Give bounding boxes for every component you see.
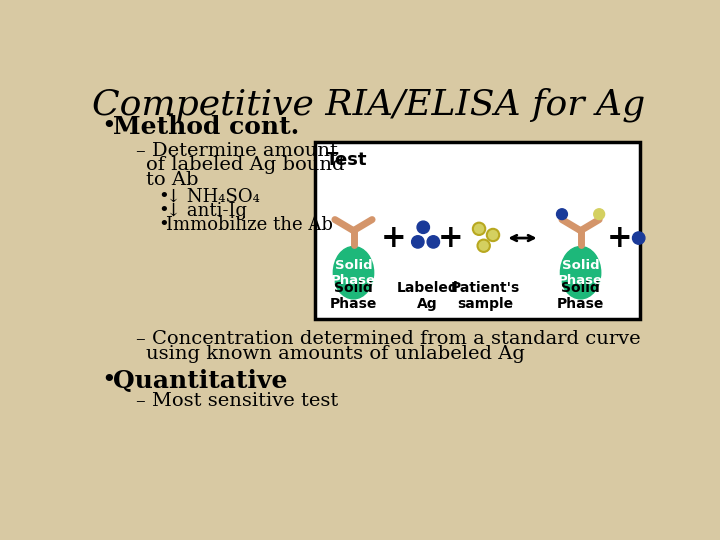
Text: of labeled Ag bound: of labeled Ag bound <box>145 157 344 174</box>
Circle shape <box>412 236 424 248</box>
Circle shape <box>487 229 499 241</box>
Text: Test: Test <box>325 151 367 169</box>
Text: Competitive RIA/ELISA for Ag: Competitive RIA/ELISA for Ag <box>92 88 646 123</box>
Text: Quantitative: Quantitative <box>113 369 288 393</box>
Text: ↓ NH₄SO₄: ↓ NH₄SO₄ <box>166 188 260 206</box>
Text: +: + <box>381 222 407 254</box>
Text: +: + <box>438 222 463 254</box>
Circle shape <box>594 209 605 220</box>
Circle shape <box>477 240 490 252</box>
Circle shape <box>417 221 429 233</box>
Text: Solid
Phase: Solid Phase <box>557 281 604 311</box>
Text: to Ab: to Ab <box>145 171 198 189</box>
Text: Solid
Phase: Solid Phase <box>330 281 377 311</box>
Ellipse shape <box>333 247 374 299</box>
Text: Solid
Phase: Solid Phase <box>558 259 603 287</box>
Text: •: • <box>158 188 169 206</box>
Text: Labeled
Ag: Labeled Ag <box>396 281 458 311</box>
Text: using known amounts of unlabeled Ag: using known amounts of unlabeled Ag <box>145 345 525 363</box>
Text: Method cont.: Method cont. <box>113 115 300 139</box>
FancyBboxPatch shape <box>315 142 640 319</box>
Text: ↓ anti-Ig: ↓ anti-Ig <box>166 202 247 220</box>
Text: •: • <box>102 115 117 138</box>
Text: Solid
Phase: Solid Phase <box>331 259 376 287</box>
Text: Patient's
sample: Patient's sample <box>451 281 520 311</box>
Ellipse shape <box>560 247 600 299</box>
Text: •: • <box>158 215 169 234</box>
Circle shape <box>473 222 485 235</box>
Circle shape <box>632 232 645 244</box>
Text: Immobilize the Ab: Immobilize the Ab <box>166 215 333 234</box>
Circle shape <box>427 236 439 248</box>
Text: – Most sensitive test: – Most sensitive test <box>137 392 338 410</box>
Text: – Concentration determined from a standard curve: – Concentration determined from a standa… <box>137 330 641 348</box>
Text: +: + <box>606 222 632 254</box>
Text: •: • <box>158 202 169 220</box>
Text: •: • <box>102 369 117 392</box>
Circle shape <box>557 209 567 220</box>
Text: – Determine amount: – Determine amount <box>137 142 338 160</box>
